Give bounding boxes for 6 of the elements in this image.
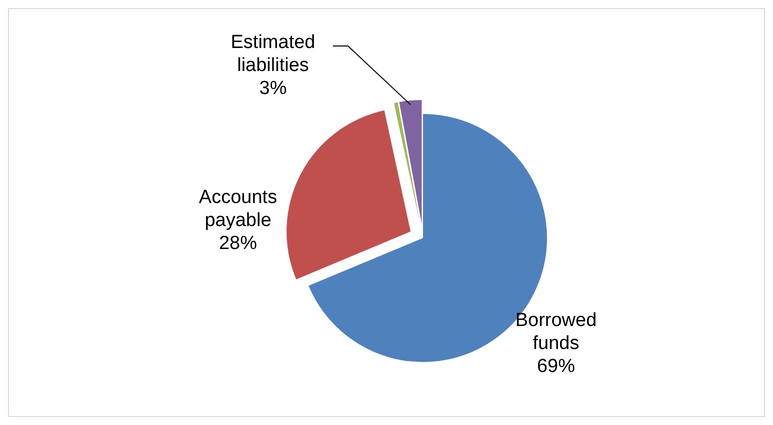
slice-label: Estimated liabilities [230, 32, 316, 76]
slice-label: Accounts payable [198, 187, 278, 231]
data-label: 3% [259, 78, 287, 99]
data-label: 69% [536, 356, 576, 377]
slice-label: Borrowed funds [515, 310, 597, 354]
data-label: 28% [218, 233, 258, 254]
